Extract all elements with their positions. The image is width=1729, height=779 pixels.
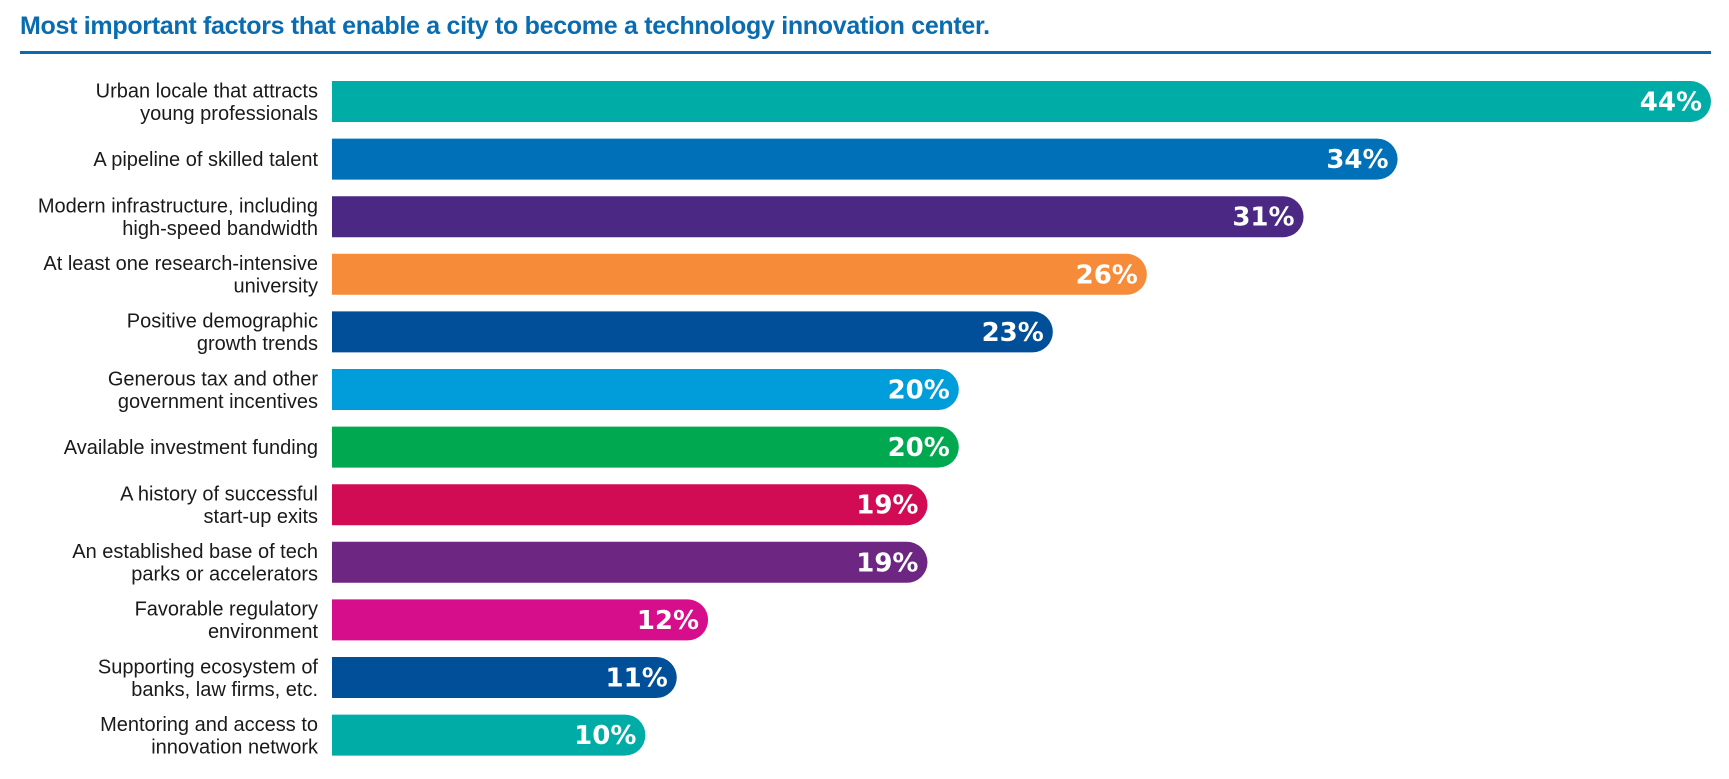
bar-group: 44% Urban locale that attracts young profe… (96, 80, 1711, 125)
bar-group: 23% Positive demographic growth trends (127, 311, 1053, 356)
bar (332, 657, 677, 698)
bar (332, 196, 1304, 238)
category-label: Supporting ecosystem of banks, law firms,… (98, 656, 319, 701)
bar-group: 26% At least one research-intensive univer… (43, 253, 1147, 298)
category-label: An established base of tech parks or acce… (72, 541, 318, 586)
data-label: 26% (1076, 260, 1138, 290)
bar-group: 31% Modern infrastructure, including high-… (38, 195, 1304, 240)
category-label: Generous tax and other government incenti… (108, 368, 318, 413)
category-label: Available investment funding (64, 437, 318, 459)
category-label-line: young professionals (140, 103, 318, 125)
chart-title: Most important factors that enable a cit… (20, 12, 990, 40)
category-label-line: A pipeline of skilled talent (93, 149, 318, 171)
data-label: 31% (1232, 203, 1294, 233)
category-label-line: government incentives (118, 391, 318, 413)
category-label: At least one research-intensive universit… (43, 253, 318, 298)
category-label-line: Positive demographic (127, 311, 318, 333)
bar-group: 10% Mentoring and access to innovation net… (100, 714, 646, 759)
bar (332, 484, 928, 526)
category-label-line: A history of successful (120, 483, 318, 505)
bar (332, 714, 646, 756)
data-label: 23% (982, 318, 1044, 348)
data-label: 19% (856, 548, 918, 578)
category-label-line: parks or accelerators (131, 564, 318, 586)
category-label: Urban locale that attracts young professi… (96, 80, 318, 125)
bar (332, 426, 959, 468)
category-label-line: university (234, 276, 318, 298)
title-underline (20, 51, 1711, 54)
category-label-line: start-up exits (204, 506, 318, 528)
bar-group: 20% Available investment funding (64, 426, 959, 468)
category-label-line: Urban locale that attracts (96, 80, 318, 102)
category-label-line: Favorable regulatory (135, 599, 318, 621)
data-label: 10% (574, 721, 636, 751)
category-label-line: At least one research-intensive (43, 253, 318, 275)
data-label: 34% (1326, 145, 1388, 175)
bar (332, 369, 959, 410)
category-label: A history of successful start-up exits (120, 483, 318, 528)
data-label: 20% (888, 376, 950, 406)
category-label-line: Mentoring and access to (100, 714, 318, 736)
category-label-line: An established base of tech (72, 541, 318, 563)
data-label: 44% (1640, 88, 1702, 118)
category-label: Modern infrastructure, including high-spe… (38, 195, 318, 240)
bar (332, 311, 1053, 353)
bar-group: 11% Supporting ecosystem of banks, law fir… (98, 656, 677, 701)
category-label-line: environment (208, 621, 319, 643)
bar (332, 599, 709, 641)
category-label-line: innovation network (151, 736, 319, 758)
bar-group: 34% A pipeline of skilled talent (93, 138, 1398, 180)
data-label: 20% (888, 433, 950, 463)
bar-group: 19% A history of successful start-up exits (120, 483, 928, 528)
bar (332, 81, 1711, 122)
bar-group: 20% Generous tax and other government ince… (108, 368, 959, 413)
data-label: 19% (856, 491, 918, 521)
category-label-line: high-speed bandwidth (122, 218, 318, 240)
category-label: Positive demographic growth trends (127, 311, 318, 356)
category-label: Mentoring and access to innovation networ… (100, 714, 319, 759)
category-label-line: Available investment funding (64, 437, 318, 459)
bar (332, 541, 928, 583)
bar (332, 138, 1398, 180)
category-label-line: Modern infrastructure, including (38, 195, 318, 217)
data-label: 11% (606, 664, 668, 694)
category-label: Favorable regulatory environment (135, 599, 319, 644)
category-label-line: Generous tax and other (108, 368, 318, 390)
category-label-line: growth trends (197, 333, 318, 355)
category-label-line: banks, law firms, etc. (131, 679, 318, 701)
category-label-line: Supporting ecosystem of (98, 656, 319, 678)
bar-group: 12% Favorable regulatory environment (135, 599, 709, 644)
bar-group: 19% An established base of tech parks or a… (72, 541, 928, 586)
category-label: A pipeline of skilled talent (93, 149, 318, 171)
bar (332, 253, 1147, 295)
data-label: 12% (637, 606, 699, 636)
